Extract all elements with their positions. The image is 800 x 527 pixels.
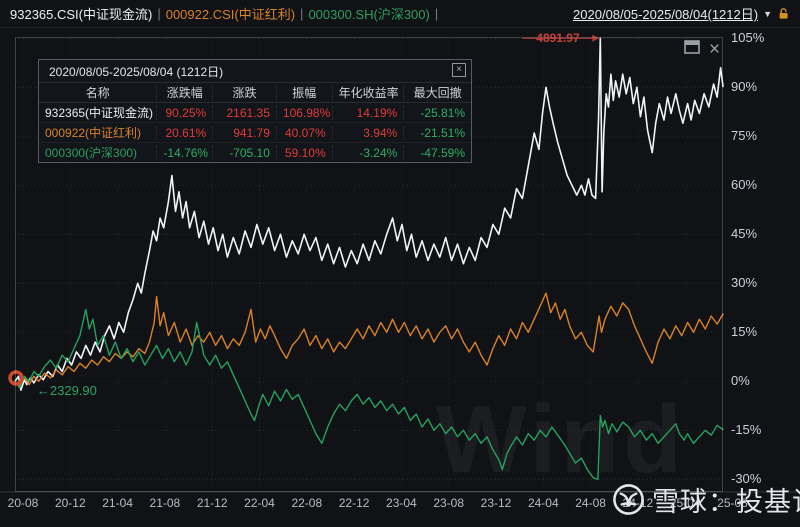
ticker-separator: | bbox=[434, 6, 439, 21]
stats-row-name: 000300(沪深300) bbox=[45, 146, 138, 160]
stats-panel: 2020/08/05-2025/08/04 (1212日) × 名称 涨跌幅 涨跌振… bbox=[38, 59, 472, 163]
stats-column-header: 名称 bbox=[85, 86, 110, 100]
stats-column-header: 最大回撤 bbox=[403, 84, 471, 101]
series-line-0 bbox=[14, 37, 724, 391]
ticker-label[interactable]: 932365.CSI(中证现金流) bbox=[10, 7, 153, 22]
chevron-down-icon[interactable]: ▼ bbox=[763, 8, 772, 19]
x-tick-label: 22-04 bbox=[244, 496, 275, 510]
stats-value: 20.61% bbox=[156, 125, 212, 140]
y-tick-label: -15% bbox=[731, 422, 762, 438]
stats-panel-title: 2020/08/05-2025/08/04 (1212日) × bbox=[39, 60, 471, 82]
ticker-separator: | bbox=[300, 6, 304, 21]
start-point-marker bbox=[8, 370, 24, 386]
y-tick-label: 105% bbox=[731, 30, 765, 46]
stats-value: -3.24% bbox=[331, 145, 404, 160]
x-tick-label: 25-08 bbox=[717, 496, 748, 510]
close-window-icon[interactable]: × bbox=[709, 39, 721, 60]
x-tick-label: 25-04 bbox=[669, 496, 701, 510]
stats-value: 90.25% bbox=[156, 105, 212, 120]
y-tick-label: 45% bbox=[731, 226, 758, 242]
stats-value: 106.98% bbox=[275, 105, 332, 120]
x-tick-label: 22-12 bbox=[338, 496, 370, 510]
plot-window-controls: × bbox=[684, 40, 720, 60]
min-value-annotation: ←2329.90 bbox=[36, 383, 97, 399]
series-line-1 bbox=[14, 292, 724, 387]
y-tick-label: 30% bbox=[731, 275, 758, 291]
x-tick-label: 20-12 bbox=[54, 496, 86, 510]
stats-value: 3.94% bbox=[331, 125, 404, 140]
stats-value: 2161.35 bbox=[212, 105, 276, 120]
series-line-2 bbox=[14, 308, 724, 480]
stats-value: 40.07% bbox=[275, 125, 332, 140]
x-tick-label: 21-12 bbox=[196, 496, 228, 510]
stats-panel-date-range: 2020/08/05-2025/08/04 (1212日) bbox=[49, 65, 224, 79]
y-tick-label: 15% bbox=[731, 324, 758, 340]
stats-value: 14.19% bbox=[331, 105, 404, 120]
y-tick-label: 0% bbox=[731, 373, 750, 389]
stats-table-header: 名称 涨跌幅 涨跌 振幅 年化收益率 最大回撤 bbox=[39, 82, 471, 103]
stats-value: 941.79 bbox=[212, 125, 276, 140]
stats-row-name: 000922(中证红利) bbox=[45, 126, 142, 140]
x-tick-label: 22-08 bbox=[291, 496, 323, 510]
stats-row: 932365(中证现金流) 90.25% 2161.35 106.98% 14.19% -… bbox=[39, 103, 471, 123]
x-tick-label: 21-04 bbox=[102, 496, 133, 510]
y-tick-label: 90% bbox=[731, 79, 758, 95]
x-tick-label: 24-04 bbox=[527, 496, 559, 510]
x-tick-label: 23-04 bbox=[386, 496, 417, 510]
x-tick-label: 24-08 bbox=[575, 496, 606, 510]
stats-row-name: 932365(中证现金流) bbox=[45, 106, 154, 120]
x-tick-label: 20-08 bbox=[7, 496, 39, 510]
xueqiu-watermark: 雪球：投基记 bbox=[612, 480, 800, 519]
wind-watermark: Wind bbox=[436, 386, 686, 493]
y-tick-label: -30% bbox=[731, 471, 762, 487]
stats-column-header: 涨跌幅 bbox=[156, 84, 212, 101]
x-tick-label: 23-08 bbox=[433, 496, 465, 510]
ticker-label[interactable]: 000922.CSI(中证红利) bbox=[165, 7, 296, 22]
top-bar: 932365.CSI(中证现金流) | 000922.CSI(中证红利) | 00030… bbox=[0, 0, 800, 28]
stats-table-body: 932365(中证现金流) 90.25% 2161.35 106.98% 14.19% -… bbox=[39, 103, 471, 162]
ticker-legend: 932365.CSI(中证现金流) | 000922.CSI(中证红利) | 00030… bbox=[10, 4, 443, 23]
y-tick-label: 60% bbox=[731, 177, 758, 193]
close-panel-icon[interactable]: × bbox=[452, 63, 466, 77]
plot-frame bbox=[15, 37, 723, 492]
stats-value: 59.10% bbox=[275, 145, 332, 160]
stats-row: 000300(沪深300) -14.76% -705.10 59.10% -3.24% -… bbox=[39, 143, 471, 162]
xueqiu-logo-icon bbox=[612, 483, 645, 516]
ticker-label[interactable]: 000300.SH(沪深300) bbox=[308, 7, 430, 22]
stats-column-header: 涨跌 bbox=[212, 84, 276, 101]
x-tick-label: 21-08 bbox=[149, 496, 181, 510]
unlock-icon[interactable] bbox=[777, 7, 790, 20]
stats-value: -14.76% bbox=[156, 145, 212, 160]
restore-window-icon[interactable] bbox=[684, 40, 701, 60]
stats-value: -47.59% bbox=[403, 145, 471, 160]
date-range-text[interactable]: 2020/08/05-2025/08/04(1212日) bbox=[573, 7, 759, 22]
ticker-separator: | bbox=[157, 6, 161, 21]
y-tick-label: 75% bbox=[731, 128, 758, 144]
date-range-control: 2020/08/05-2025/08/04(1212日) ▼ bbox=[573, 4, 790, 23]
stats-column-header: 振幅 bbox=[275, 84, 332, 101]
max-value-annotation: 4891.97 bbox=[536, 31, 580, 46]
stats-value: -21.51% bbox=[403, 125, 471, 140]
xueqiu-watermark-text: 雪球：投基记 bbox=[652, 487, 800, 517]
stats-value: -25.81% bbox=[403, 105, 471, 120]
stats-value: -705.10 bbox=[212, 145, 276, 160]
stats-column-header: 年化收益率 bbox=[331, 84, 404, 101]
stats-row: 000922(中证红利) 20.61% 941.79 40.07% 3.94% -21.5… bbox=[39, 123, 471, 143]
max-annotation-arrow bbox=[592, 34, 600, 42]
x-tick-label: 23-12 bbox=[480, 496, 512, 510]
